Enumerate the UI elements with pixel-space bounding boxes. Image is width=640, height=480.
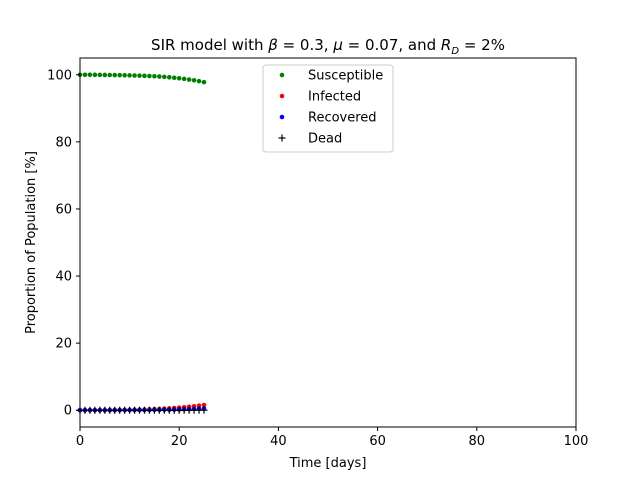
susceptible-point bbox=[112, 72, 118, 78]
y-tick-label: 0 bbox=[64, 404, 72, 419]
legend-marker-recovered bbox=[279, 114, 285, 120]
susceptible-point bbox=[92, 72, 98, 78]
susceptible-point bbox=[117, 72, 122, 78]
legend-item-recovered: Recovered bbox=[279, 111, 377, 126]
axes-frame bbox=[79, 57, 577, 428]
x-tick-label: 60 bbox=[369, 434, 386, 449]
legend-label-recovered: Recovered bbox=[308, 111, 377, 126]
susceptible-point bbox=[137, 73, 142, 78]
y-tick-label: 60 bbox=[55, 202, 72, 217]
legend-box bbox=[262, 64, 394, 153]
axis-ticks: 0 20 40 60 80 100 0 20 40 60 80 100 bbox=[47, 68, 588, 449]
susceptible-point bbox=[142, 73, 147, 79]
susceptible-point bbox=[147, 73, 152, 79]
y-tick-label: 100 bbox=[47, 68, 72, 83]
susceptible-point bbox=[127, 73, 132, 78]
y-tick-label: 80 bbox=[55, 135, 72, 150]
susceptible-point bbox=[87, 72, 93, 78]
legend-marker-susceptible bbox=[279, 72, 285, 78]
chart-title: SIR model with β = 0.3, μ = 0.07, and RD… bbox=[151, 36, 505, 57]
susceptible-point bbox=[152, 73, 157, 79]
legend-item-susceptible: Susceptible bbox=[279, 69, 383, 84]
legend-label-dead: Dead bbox=[308, 132, 342, 147]
x-tick-label: 20 bbox=[171, 434, 188, 449]
x-tick-label: 100 bbox=[564, 434, 589, 449]
x-tick-label: 0 bbox=[76, 434, 84, 449]
y-axis-label: Proportion of Population [%] bbox=[24, 151, 39, 334]
legend: Susceptible Infected Recovered Dead bbox=[262, 64, 394, 153]
susceptible-point bbox=[196, 78, 202, 84]
susceptible-point bbox=[157, 74, 162, 79]
x-tick-label: 40 bbox=[270, 434, 287, 449]
susceptible-point bbox=[186, 77, 192, 82]
legend-marker-dead bbox=[278, 134, 286, 142]
legend-label-susceptible: Susceptible bbox=[308, 69, 383, 84]
dead-point bbox=[200, 406, 208, 414]
y-tick-label: 20 bbox=[55, 337, 72, 352]
susceptible-point bbox=[171, 75, 177, 81]
susceptible-point bbox=[97, 72, 103, 78]
susceptible-point bbox=[122, 72, 127, 78]
x-tick-label: 80 bbox=[469, 434, 486, 449]
susceptible-point bbox=[102, 72, 108, 78]
x-axis-label: Time [days] bbox=[289, 456, 367, 471]
plot-area bbox=[76, 72, 208, 414]
susceptible-point bbox=[176, 75, 182, 81]
susceptible-point bbox=[201, 79, 207, 85]
susceptible-point bbox=[107, 72, 113, 78]
infected-point bbox=[201, 402, 207, 408]
legend-marker-infected bbox=[279, 93, 285, 99]
susceptible-point bbox=[181, 76, 187, 82]
y-tick-label: 40 bbox=[55, 270, 72, 285]
susceptible-point bbox=[191, 78, 197, 83]
legend-item-dead: Dead bbox=[278, 132, 342, 147]
susceptible-point bbox=[82, 72, 88, 78]
legend-item-infected: Infected bbox=[279, 90, 361, 105]
susceptible-point bbox=[162, 74, 167, 80]
legend-label-infected: Infected bbox=[308, 90, 361, 105]
susceptible-point bbox=[166, 74, 172, 80]
susceptible-point bbox=[132, 73, 137, 78]
